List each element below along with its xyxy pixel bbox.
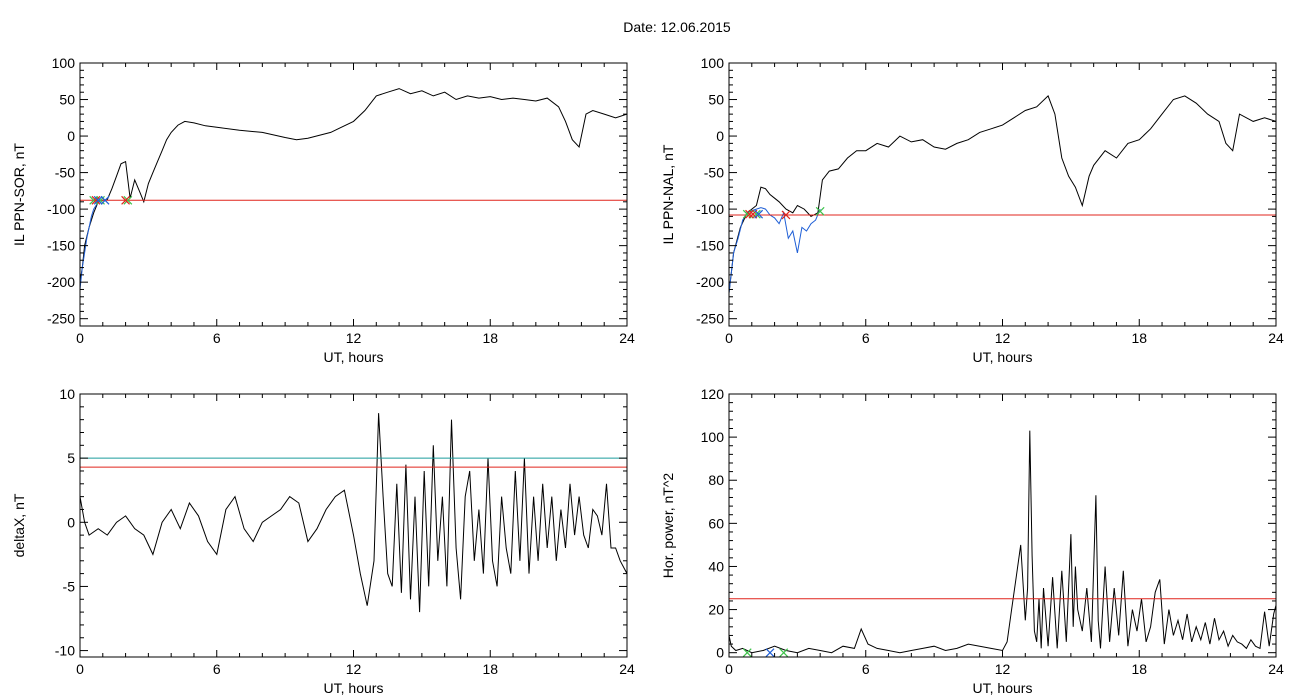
page-title: Date: 12.06.2015 — [623, 19, 731, 35]
series-line-1 — [80, 88, 627, 283]
x-tick-label: 18 — [1131, 661, 1147, 677]
y-tick-label: -100 — [696, 201, 724, 217]
marker-x-7 — [754, 209, 764, 219]
y-tick-label: 100 — [701, 55, 725, 71]
x-tick-label: 24 — [1268, 330, 1284, 346]
series-line-1 — [80, 413, 627, 613]
x-tick-label: 24 — [1268, 661, 1284, 677]
x-tick-label: 18 — [482, 661, 498, 677]
x-axis-label: UT, hours — [973, 680, 1033, 696]
x-tick-label: 6 — [213, 661, 221, 677]
chart-panel-4: 0 6 12 18 24 0 20 40 60 80 100 120 UT, hours Hor. pow… — [660, 386, 1284, 696]
marker-x-3 — [123, 195, 133, 205]
y-tick-label: -50 — [55, 165, 75, 181]
y-tick-label: 60 — [708, 515, 724, 531]
x-tick-label: 0 — [76, 661, 84, 677]
y-tick-label: -150 — [47, 238, 75, 254]
y-tick-label: 0 — [716, 645, 724, 661]
series-line-2 — [729, 207, 821, 294]
plot-frame — [79, 62, 628, 327]
y-tick-label: 40 — [708, 558, 724, 574]
marker-x-2 — [751, 209, 761, 219]
plot-frame — [728, 62, 1277, 327]
x-tick-label: 0 — [76, 330, 84, 346]
plot-frame — [79, 393, 628, 658]
y-tick-label: 80 — [708, 472, 724, 488]
y-tick-label: 0 — [716, 128, 724, 144]
y-tick-label: -50 — [704, 165, 724, 181]
y-axis-label: Hor. power, nT^2 — [660, 473, 676, 579]
marker-x-6 — [781, 210, 791, 220]
marker-x-2 — [765, 648, 775, 658]
y-tick-label: 5 — [67, 450, 75, 466]
series-line-1 — [729, 95, 1276, 294]
x-tick-label: 18 — [1131, 330, 1147, 346]
plot-frame — [728, 393, 1277, 658]
y-tick-label: -200 — [696, 274, 724, 290]
x-tick-label: 6 — [862, 330, 870, 346]
x-tick-label: 12 — [346, 330, 362, 346]
marker-x-3 — [779, 648, 789, 658]
series-line-1 — [729, 430, 1276, 654]
x-axis-label: UT, hours — [324, 680, 384, 696]
y-tick-label: -5 — [63, 578, 76, 594]
x-tick-label: 24 — [619, 661, 635, 677]
y-tick-label: -10 — [55, 643, 75, 659]
x-tick-label: 12 — [995, 330, 1011, 346]
y-tick-label: 0 — [67, 514, 75, 530]
y-tick-label: 20 — [708, 602, 724, 618]
y-tick-label: -200 — [47, 274, 75, 290]
y-tick-label: -100 — [47, 201, 75, 217]
series-line-2 — [80, 199, 103, 290]
y-tick-label: -250 — [696, 311, 724, 327]
x-tick-label: 18 — [482, 330, 498, 346]
chart-panel-2: 0 6 12 18 24 -250 -200 -150 -100 -50 0 50 100 UT, hou… — [660, 55, 1284, 365]
chart-panel-3: 0 6 12 18 24 -10 -5 0 5 10 UT, hours deltaX, nT — [11, 386, 635, 696]
y-tick-label: 10 — [59, 386, 75, 402]
marker-x-6 — [93, 195, 103, 205]
y-tick-label: 120 — [701, 386, 725, 402]
marker-x-3 — [815, 206, 825, 216]
marker-x-5 — [121, 195, 131, 205]
x-tick-label: 6 — [213, 330, 221, 346]
y-tick-label: 50 — [59, 92, 75, 108]
x-tick-label: 12 — [346, 661, 362, 677]
x-tick-label: 24 — [619, 330, 635, 346]
y-tick-label: 50 — [708, 92, 724, 108]
x-tick-label: 0 — [725, 330, 733, 346]
marker-x-4 — [745, 209, 754, 219]
marker-x-4 — [91, 195, 101, 205]
y-tick-label: -150 — [696, 238, 724, 254]
y-tick-label: 100 — [701, 429, 725, 445]
y-tick-label: -250 — [47, 311, 75, 327]
y-axis-label: IL PPN-SOR, nT — [11, 143, 27, 246]
y-tick-label: 0 — [67, 128, 75, 144]
y-axis-label: IL PPN-NAL, nT — [660, 144, 676, 244]
y-axis-label: deltaX, nT — [11, 493, 27, 557]
marker-x-1 — [742, 648, 752, 658]
x-axis-label: UT, hours — [324, 349, 384, 365]
x-axis-label: UT, hours — [973, 349, 1033, 365]
marker-x-7 — [100, 195, 110, 205]
y-tick-label: 100 — [52, 55, 76, 71]
x-tick-label: 12 — [995, 661, 1011, 677]
chart-panel-1: 0 6 12 18 24 -250 -200 -150 -100 -50 0 50 100 UT, hou… — [11, 55, 635, 365]
x-tick-label: 0 — [725, 661, 733, 677]
x-tick-label: 6 — [862, 661, 870, 677]
